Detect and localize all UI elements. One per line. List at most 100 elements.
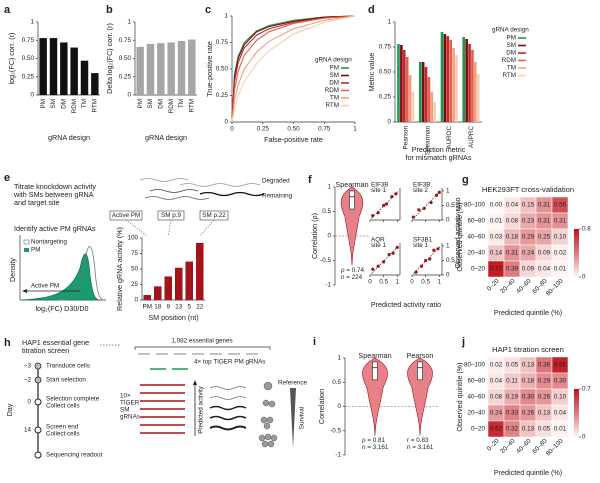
x-tick-label: DM — [61, 99, 68, 109]
cell-label: 0.01 — [554, 426, 567, 433]
panel-label: i — [313, 336, 316, 348]
x-tick-label: 80–100 — [545, 437, 565, 457]
cell-label: 0.29 — [538, 378, 551, 385]
cell-label: 0.13 — [522, 362, 535, 369]
box — [417, 361, 423, 381]
y-tick-label: 0.5 — [322, 208, 331, 215]
violin — [407, 357, 433, 436]
bar — [421, 62, 425, 122]
legend-label: RTM — [502, 72, 516, 79]
cell-label: 0.00 — [490, 202, 503, 209]
y-tick-label: 60–80 — [467, 378, 485, 385]
day: −3 — [24, 363, 32, 370]
x-tick-label: 1 — [353, 126, 357, 133]
y-axis-label: Observed quintile (%) — [455, 202, 464, 271]
x-axis-label: log₂(FC) D30/D0 — [35, 304, 88, 313]
roc-line — [231, 15, 356, 123]
violin-title: Spearman — [335, 180, 368, 189]
x-tick-label: 1 — [396, 279, 400, 286]
stat-label: n = 224 — [341, 274, 363, 281]
trend-line — [413, 190, 441, 219]
x-tick-label: TM — [178, 99, 185, 108]
step-text: Titrate knockdown activity — [14, 182, 96, 191]
arrow-label: Active PM — [31, 283, 59, 290]
point — [376, 211, 380, 215]
x-tick-label: 40–60 — [515, 437, 533, 455]
y-tick-label: 1 — [387, 19, 391, 26]
panel-label: e — [4, 172, 10, 184]
stat-label: n = 3,161 — [362, 444, 389, 451]
cell-label: 0.25 — [538, 234, 551, 241]
panel-label: d — [368, 4, 375, 16]
x-tick-label: PM — [137, 99, 144, 108]
bar — [465, 39, 468, 122]
survival-label: Survival — [299, 407, 306, 429]
bar — [440, 32, 444, 122]
y-tick-label: 0.25 — [119, 73, 132, 80]
cell-label: 0.18 — [522, 378, 535, 385]
cell-label: 0.08 — [490, 394, 503, 401]
x-axis-label: False-positive rate — [264, 135, 323, 144]
y-tick-label: 1 — [30, 19, 34, 26]
survival-wedge — [290, 388, 296, 448]
point — [390, 195, 394, 199]
y-tick-label: 0.25 — [216, 92, 229, 99]
legend-swatch — [24, 248, 29, 252]
y-tick-label: -1 — [335, 452, 341, 459]
panel-label: b — [106, 4, 113, 16]
cell-label: 0.36 — [538, 362, 551, 369]
y-tick-label: 40–60 — [467, 234, 485, 241]
bar — [468, 44, 471, 122]
y-tick-label: 1 — [446, 243, 450, 250]
y-tick-label: 20–40 — [467, 250, 485, 257]
y-tick-label: 0 — [134, 297, 138, 304]
event: Collect cells — [46, 431, 80, 438]
bar — [452, 48, 455, 122]
stat-label: ρ = 0.81 — [362, 437, 386, 444]
x-axis-label: for mismatch gRNAs — [406, 153, 472, 162]
y-axis-label: True-positive rate — [205, 41, 214, 97]
y-tick-label: 1 — [224, 13, 228, 20]
x-axis-label: Predicted activity ratio — [371, 300, 441, 309]
cell-label: 0.31 — [538, 202, 551, 209]
panel-title: SF3B1 — [413, 237, 433, 244]
y-tick-label: 0.75 — [379, 44, 392, 51]
y-tick-label: 0–20 — [471, 266, 486, 273]
y-tick-label: 0.25 — [22, 73, 35, 80]
x-tick-label: 0.50 — [287, 126, 300, 133]
point — [395, 245, 399, 249]
x-tick-label: RTM — [189, 99, 196, 113]
panel-title: EIF3B — [371, 182, 389, 189]
cell-label: 0.56 — [554, 202, 567, 209]
point — [417, 208, 421, 212]
bar — [427, 77, 431, 122]
y-tick-label: 80–100 — [464, 362, 486, 369]
y-tick-label: 0 — [337, 403, 341, 410]
bar — [91, 73, 99, 95]
panel-label: g — [462, 174, 469, 186]
cell-label: 0.31 — [538, 218, 551, 225]
bar — [408, 75, 412, 122]
cell-label: 0.32 — [506, 426, 519, 433]
timepoint — [34, 398, 42, 406]
bar — [411, 92, 415, 122]
sm-label: SM — [120, 407, 129, 414]
cell-label: 0.31 — [506, 250, 519, 257]
cell-label: 0.01 — [554, 266, 567, 273]
cell-label: 0.04 — [554, 410, 567, 417]
violin-title: Spearman — [358, 351, 391, 360]
bar — [39, 38, 47, 95]
bar — [405, 57, 409, 122]
point — [382, 203, 386, 208]
y-tick-label: 0.50 — [216, 66, 229, 73]
cell-label: 0.26 — [522, 410, 535, 417]
screen-title: HAP1 essential gene — [22, 338, 89, 347]
panel-label: c — [205, 4, 211, 16]
heat-cell — [551, 420, 569, 438]
x-tick-label: RDM — [168, 99, 175, 113]
heatmap-title: HAP1 titration screen — [492, 345, 564, 354]
legend-title: gRNA design — [492, 27, 529, 34]
x-tick-label: 0.5 — [421, 279, 430, 286]
bar — [188, 39, 196, 95]
cell-label: 0.13 — [538, 410, 551, 417]
